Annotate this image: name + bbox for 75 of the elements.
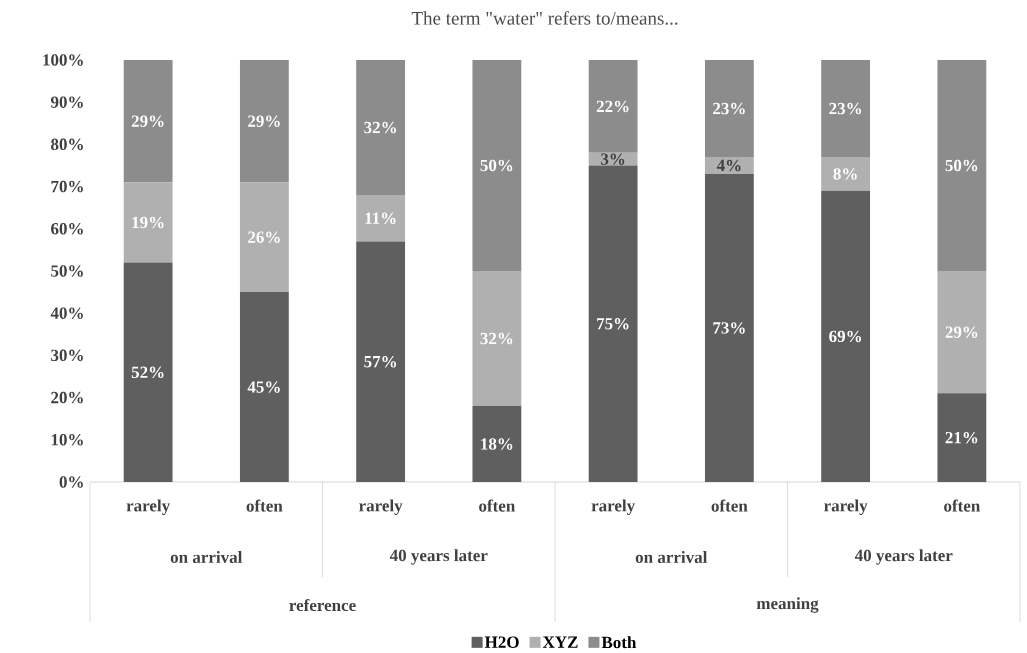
data-label: 29%	[131, 115, 164, 127]
text: meaning	[756, 596, 819, 613]
data-label: 23%	[829, 102, 862, 115]
y-tick-label: 100%	[43, 53, 83, 66]
bar	[356, 241, 406, 482]
data-label: 32%	[364, 121, 397, 134]
bar	[937, 270, 987, 394]
y-tick-label: 80%	[51, 138, 83, 150]
bar	[356, 59, 406, 195]
bar	[704, 173, 754, 482]
data-label: 29%	[248, 115, 280, 127]
y-tick-label: 10%	[51, 433, 83, 446]
bar	[821, 190, 871, 482]
data-label: 23%	[713, 102, 745, 115]
y-tick-label: 40%	[50, 307, 83, 319]
data-label: 8%	[833, 167, 857, 180]
x-tick-label: often	[246, 499, 283, 512]
bar	[588, 59, 638, 153]
bar	[239, 182, 289, 292]
data-label: 69%	[829, 330, 862, 342]
legend-label: XYZ	[542, 636, 578, 648]
x-tick-label: often	[479, 499, 516, 512]
y-tick-label: 70%	[51, 180, 83, 193]
data-label: 4%	[716, 159, 741, 172]
y-tick-label: 60%	[51, 222, 83, 235]
text: 40 years later	[389, 549, 488, 565]
x-tick-label: often	[711, 499, 748, 512]
y-tick-label: 20%	[51, 391, 83, 404]
y-tick-label: 50%	[51, 264, 83, 277]
x-tick-label: rarely	[126, 499, 170, 515]
bar	[239, 59, 289, 183]
data-label: 50%	[480, 159, 513, 172]
bar	[821, 156, 871, 191]
chart-title: The term "water" refers to/means...	[411, 10, 678, 25]
bar	[356, 194, 406, 242]
data-label: 50%	[945, 159, 978, 172]
x-tick-label: rarely	[824, 499, 868, 515]
data-label: 73%	[713, 321, 745, 334]
data-label: 19%	[132, 216, 164, 228]
data-label: 45%	[247, 381, 280, 393]
y-tick-label: 0%	[59, 475, 83, 488]
text: on arrival	[170, 550, 243, 563]
x-tick-label: often	[944, 499, 981, 512]
bar	[704, 59, 754, 157]
bar	[123, 59, 173, 183]
data-label: 75%	[597, 317, 629, 330]
bar	[821, 59, 871, 157]
bar	[123, 182, 173, 263]
bar	[472, 405, 522, 482]
x-tick-label: rarely	[591, 499, 635, 515]
data-label: 32%	[480, 332, 513, 345]
data-label: 18%	[481, 438, 513, 450]
data-label: 22%	[596, 100, 629, 112]
bar	[239, 291, 289, 482]
y-tick-label: 30%	[51, 349, 83, 361]
text: 40 years later	[854, 549, 953, 565]
bar	[588, 165, 638, 482]
data-label: 3%	[601, 153, 625, 165]
bar	[472, 59, 522, 271]
data-label: 57%	[364, 355, 397, 368]
bar	[472, 270, 522, 406]
data-label: 21%	[945, 431, 978, 444]
data-label: 11%	[365, 212, 396, 224]
x-tick-label: rarely	[359, 499, 403, 515]
data-label: 29%	[945, 326, 978, 338]
data-label: 52%	[131, 366, 164, 378]
text: reference	[289, 598, 356, 611]
bar	[123, 262, 173, 482]
bar	[937, 393, 987, 482]
y-tick-label: 90%	[50, 96, 83, 108]
bar	[937, 59, 987, 271]
text: on arrival	[635, 550, 708, 563]
legend-label: H2O	[484, 636, 519, 648]
legend-label: Both	[601, 635, 637, 648]
data-label: 26%	[248, 231, 280, 243]
